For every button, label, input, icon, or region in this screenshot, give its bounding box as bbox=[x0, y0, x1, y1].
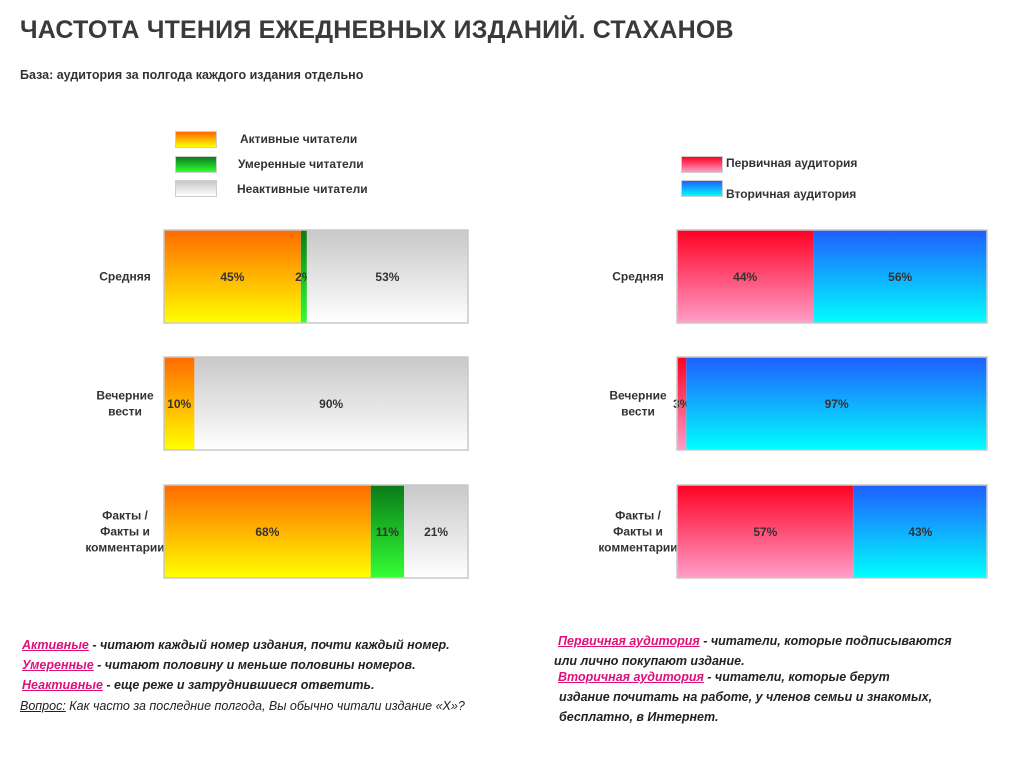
category-label: Средняя bbox=[99, 270, 151, 284]
category-label: Вечерние bbox=[96, 389, 154, 403]
note-secondary-cont: издание почитать на работе, у членов сем… bbox=[559, 690, 933, 704]
note-term: Умеренные bbox=[22, 658, 94, 672]
bar-segment bbox=[194, 357, 468, 450]
note-inactive: Неактивные - еще реже и затруднившиеся о… bbox=[22, 678, 374, 692]
gradient-blue-cyan-swatch bbox=[681, 180, 723, 197]
category-label: комментарии bbox=[85, 541, 164, 555]
gradient-orange-yellow-swatch bbox=[175, 131, 217, 148]
bar-segment bbox=[853, 485, 987, 578]
category-label: Средняя bbox=[612, 270, 664, 284]
bar-frame bbox=[676, 229, 988, 324]
legend-label: Вторичная аудитория bbox=[726, 187, 857, 201]
data-label: 90% bbox=[319, 397, 343, 411]
bar-frame bbox=[163, 484, 469, 579]
note-secondary-cont2: бесплатно, в Интернет. bbox=[559, 710, 719, 724]
bar-frame bbox=[163, 356, 469, 451]
note-secondary: Вторичная аудитория - читатели, которые … bbox=[558, 670, 890, 684]
note-text: - читатели, которые подписываются bbox=[699, 634, 952, 648]
category-label: вести bbox=[108, 405, 142, 419]
gradient-green-swatch bbox=[175, 156, 217, 173]
note-text: - читают каждый номер издания, почти каж… bbox=[88, 638, 450, 652]
category-label: Факты / bbox=[615, 509, 661, 523]
question-term: Вопрос: bbox=[20, 699, 66, 713]
bar-segment bbox=[404, 485, 468, 578]
legend-label: Активные читатели bbox=[240, 132, 358, 146]
data-label: 10% bbox=[167, 397, 191, 411]
bar-segment bbox=[677, 230, 814, 323]
category-label: вести bbox=[621, 405, 655, 419]
category-label: Факты и bbox=[100, 525, 150, 539]
bar-frame bbox=[163, 229, 469, 324]
legend-label: Неактивные читатели bbox=[237, 182, 368, 196]
bar-segment bbox=[164, 357, 195, 450]
data-label: 21% bbox=[424, 525, 448, 539]
category-label: Вечерние bbox=[609, 389, 667, 403]
bar-segment bbox=[300, 230, 307, 323]
question-note: Вопрос: Как часто за последние полгода, … bbox=[20, 699, 465, 713]
data-label: 11% bbox=[376, 525, 400, 539]
gradient-gray-swatch bbox=[175, 180, 217, 197]
page-title: ЧАСТОТА ЧТЕНИЯ ЕЖЕДНЕВНЫХ ИЗДАНИЙ. СТАХА… bbox=[20, 16, 734, 44]
legend-label: Первичная аудитория bbox=[726, 156, 858, 170]
note-primary-cont: или лично покупают издание. bbox=[554, 654, 745, 668]
bar-segment bbox=[686, 357, 987, 450]
note-active: Активные - читают каждый номер издания, … bbox=[22, 638, 450, 652]
data-label: 97% bbox=[825, 397, 849, 411]
note-term: Активные bbox=[22, 638, 89, 652]
question-text: Как часто за последние полгода, Вы обычн… bbox=[65, 699, 465, 713]
category-label: комментарии bbox=[598, 541, 677, 555]
note-text: - еще реже и затруднившиеся ответить. bbox=[102, 678, 375, 692]
data-label: 44% bbox=[733, 270, 757, 284]
note-term: Неактивные bbox=[22, 678, 103, 692]
data-label: 57% bbox=[753, 525, 777, 539]
bar-segment bbox=[813, 230, 987, 323]
bar-frame bbox=[676, 356, 988, 451]
note-text: - читают половину и меньше половины номе… bbox=[93, 658, 416, 672]
bar-segment bbox=[164, 485, 371, 578]
note-term: Вторичная аудитория bbox=[558, 670, 704, 684]
data-label: 68% bbox=[255, 525, 279, 539]
category-label: Факты и bbox=[613, 525, 663, 539]
bar-segment bbox=[164, 230, 301, 323]
bar-segment bbox=[306, 230, 468, 323]
note-primary: Первичная аудитория - читатели, которые … bbox=[558, 634, 952, 648]
data-label: 45% bbox=[220, 270, 244, 284]
page-subtitle: База: аудитория за полгода каждого издан… bbox=[20, 68, 364, 82]
note-term: Первичная аудитория bbox=[558, 634, 700, 648]
note-text: - читатели, которые берут bbox=[703, 670, 890, 684]
data-label: 56% bbox=[888, 270, 912, 284]
bar-segment bbox=[370, 485, 405, 578]
data-label: 53% bbox=[375, 270, 399, 284]
data-label: 43% bbox=[908, 525, 932, 539]
legend-label: Умеренные читатели bbox=[238, 157, 364, 171]
note-moderate: Умеренные - читают половину и меньше пол… bbox=[22, 658, 416, 672]
bar-segment bbox=[677, 485, 854, 578]
bar-frame bbox=[676, 484, 988, 579]
gradient-red-pink-swatch bbox=[681, 156, 723, 173]
bar-segment bbox=[677, 357, 687, 450]
category-label: Факты / bbox=[102, 509, 148, 523]
